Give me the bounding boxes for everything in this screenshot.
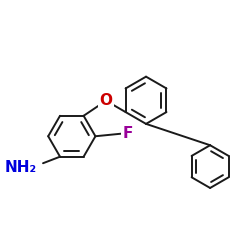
Text: O: O (100, 93, 112, 108)
Text: NH₂: NH₂ (4, 160, 36, 175)
Text: F: F (123, 126, 133, 141)
